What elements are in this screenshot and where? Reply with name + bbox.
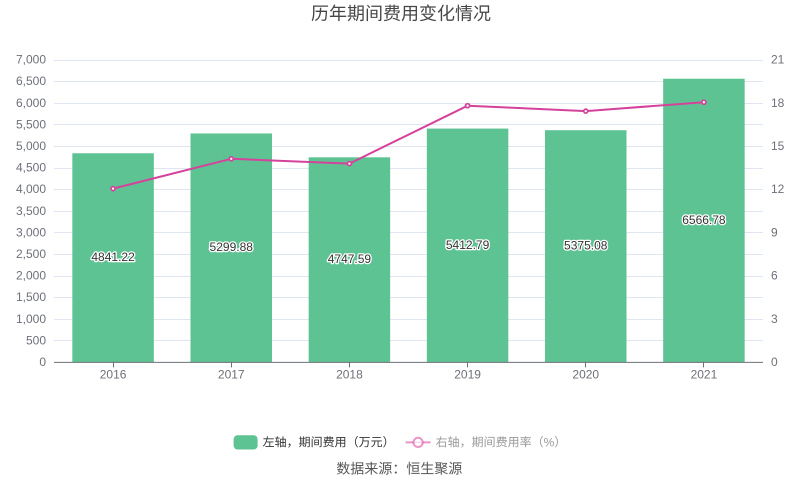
- svg-text:4841.22: 4841.22: [91, 250, 135, 264]
- svg-text:4,500: 4,500: [16, 161, 46, 175]
- svg-text:5,000: 5,000: [16, 139, 46, 153]
- svg-text:1,500: 1,500: [16, 290, 46, 304]
- svg-text:6,000: 6,000: [16, 96, 46, 110]
- svg-text:6566.78: 6566.78: [682, 213, 726, 227]
- svg-text:4747.59: 4747.59: [328, 252, 372, 266]
- svg-text:21: 21: [771, 53, 785, 67]
- svg-text:3: 3: [771, 312, 778, 326]
- svg-text:6: 6: [771, 269, 778, 283]
- svg-text:2017: 2017: [218, 368, 245, 382]
- svg-text:2020: 2020: [572, 368, 599, 382]
- svg-text:2,500: 2,500: [16, 247, 46, 261]
- svg-text:4,000: 4,000: [16, 182, 46, 196]
- svg-text:500: 500: [26, 333, 46, 347]
- svg-text:2016: 2016: [100, 368, 127, 382]
- svg-text:5,500: 5,500: [16, 117, 46, 131]
- svg-text:18: 18: [771, 96, 785, 110]
- svg-text:7,000: 7,000: [16, 53, 46, 67]
- svg-text:%: %: [544, 435, 555, 449]
- svg-text:2,000: 2,000: [16, 269, 46, 283]
- svg-text:3,500: 3,500: [16, 204, 46, 218]
- svg-text:5299.88: 5299.88: [210, 240, 254, 254]
- svg-text:1,000: 1,000: [16, 312, 46, 326]
- svg-text:5412.79: 5412.79: [446, 238, 490, 252]
- svg-text:0: 0: [39, 355, 46, 369]
- svg-text:9: 9: [771, 225, 778, 239]
- svg-text:12: 12: [771, 182, 785, 196]
- svg-text:2018: 2018: [336, 368, 363, 382]
- svg-text:3,000: 3,000: [16, 225, 46, 239]
- svg-text:2019: 2019: [454, 368, 481, 382]
- svg-text:5375.08: 5375.08: [564, 239, 608, 253]
- svg-text:0: 0: [771, 355, 778, 369]
- svg-text:15: 15: [771, 139, 785, 153]
- svg-text:2021: 2021: [691, 368, 718, 382]
- svg-text:6,500: 6,500: [16, 74, 46, 88]
